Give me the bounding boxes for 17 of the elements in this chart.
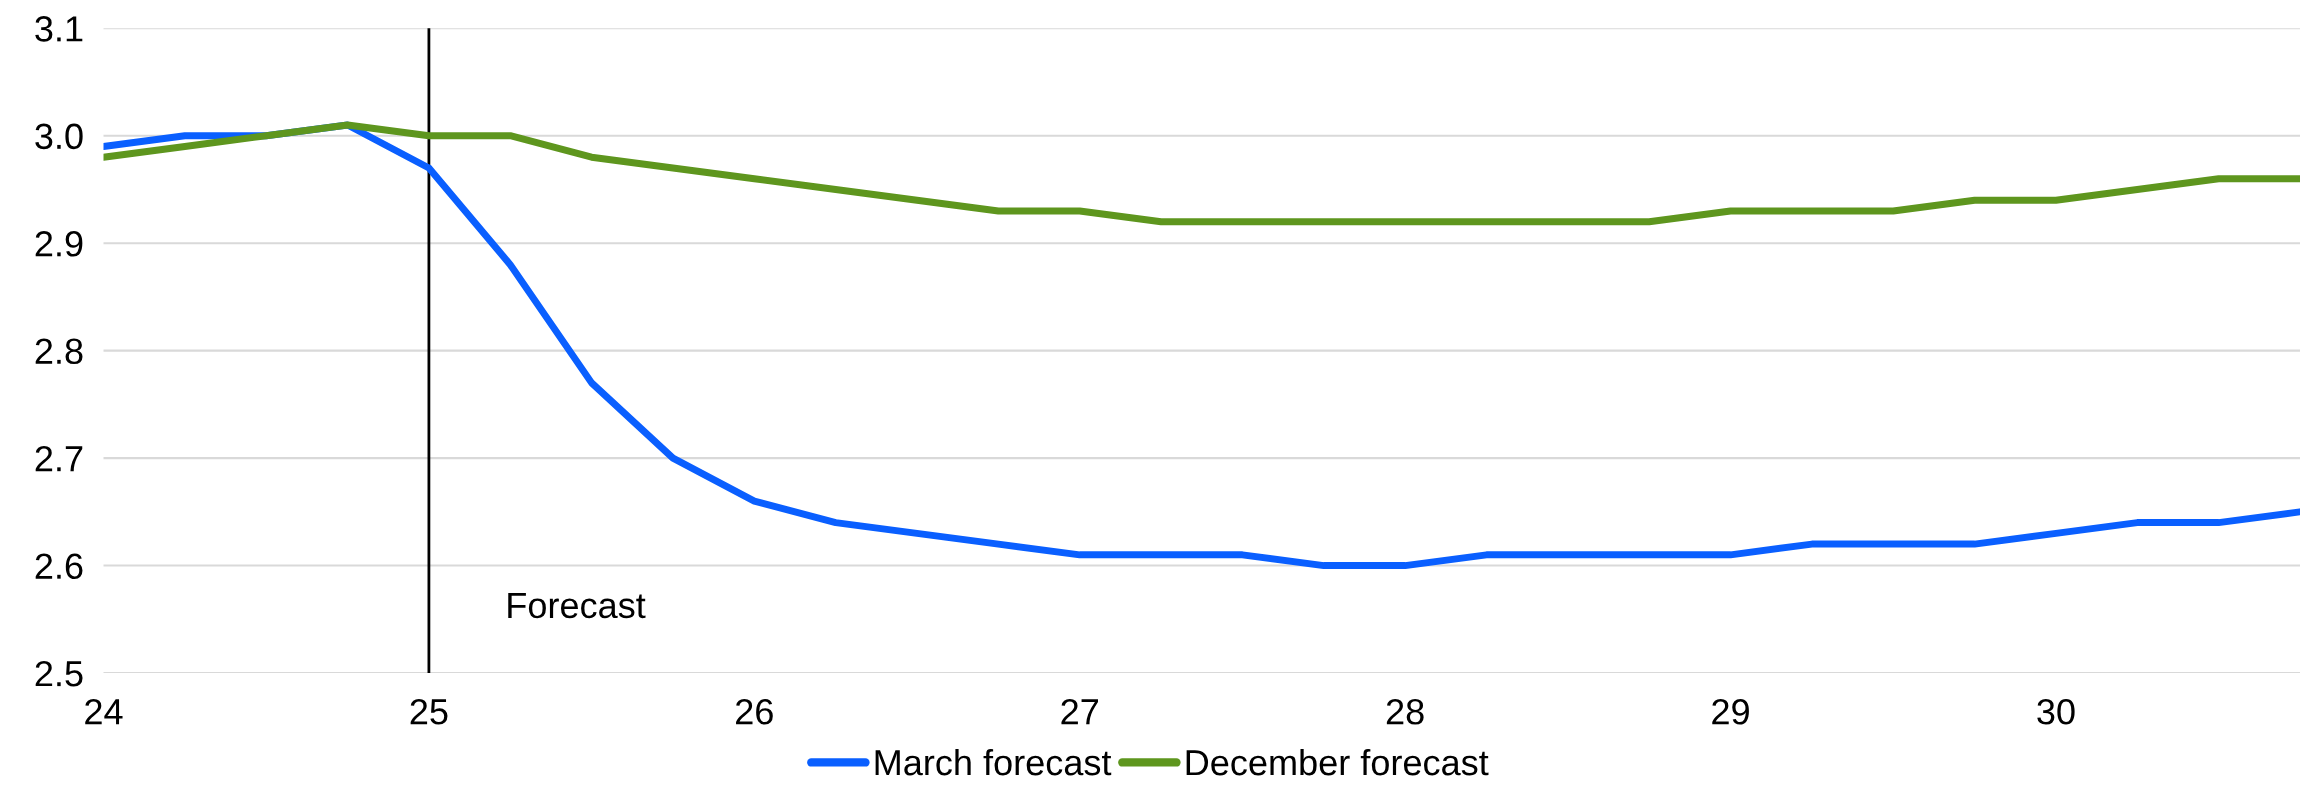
x-tick-label: 26	[736, 698, 773, 725]
x-tick-label: 30	[2037, 698, 2075, 725]
x-tick-label: 24	[85, 698, 123, 725]
x-tick-label: 25	[410, 698, 448, 725]
legend-label: March forecast	[875, 748, 1112, 776]
y-tick-label: 2.9	[35, 231, 83, 257]
y-tick-label: 3.1	[35, 16, 83, 42]
annotation: Forecast	[508, 593, 646, 619]
y-tick-label: 2.5	[35, 660, 83, 687]
legend-label: December forecast	[1186, 748, 1489, 776]
x-tick-label: 29	[1712, 698, 1749, 725]
y-tick-label: 2.8	[35, 338, 83, 365]
y-tick-label: 3.0	[35, 123, 83, 150]
y-tick-label: 2.6	[35, 553, 83, 580]
x-tick-label: 27	[1061, 698, 1098, 725]
x-tick-label: 28	[1386, 698, 1424, 725]
y-tick-label: 2.7	[35, 445, 83, 472]
